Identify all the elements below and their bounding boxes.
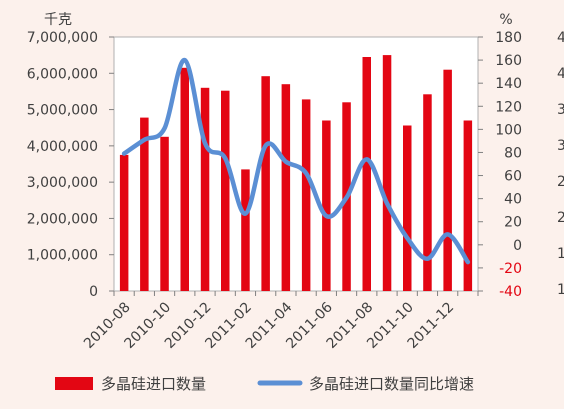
left-tick-label: 0 <box>89 284 98 300</box>
bar-2011-06 <box>322 120 331 291</box>
right-tick-label: 0 <box>513 238 522 254</box>
right-axis-ticks: -40 -20 0 20 40 60 80 100 120 140 160 180 <box>478 30 522 300</box>
bar-2010-12 <box>200 87 210 291</box>
cut-off-tick-label: 2 <box>557 174 564 190</box>
right-tick-label: 180 <box>495 30 522 46</box>
x-axis-ticks: 2010-082010-102010-122011-022011-042011-… <box>81 291 479 352</box>
left-tick-label: 3,000,000 <box>27 175 98 191</box>
bar-2011-11 <box>423 94 432 291</box>
right-tick-label: 20 <box>504 215 522 231</box>
bar-2011-01 <box>221 90 230 291</box>
cut-off-tick-label: 2 <box>557 210 564 226</box>
left-tick-label: 7,000,000 <box>27 30 98 46</box>
bar-2010-08 <box>119 154 129 291</box>
right-tick-label: 60 <box>504 169 522 185</box>
cut-off-tick-label: 4 <box>557 30 564 46</box>
bar-2011-08 <box>362 57 371 291</box>
left-tick-label: 2,000,000 <box>27 211 98 227</box>
legend-line-label: 多晶硅进口数量同比增速 <box>309 375 474 393</box>
bar-2012-01 <box>463 120 473 291</box>
right-axis-unit: % <box>499 12 512 28</box>
right-tick-label: 100 <box>495 122 522 138</box>
bar-2010-10 <box>160 136 169 291</box>
cut-off-tick-label: 4 <box>557 66 564 82</box>
cut-off-tick-label: 1 <box>557 246 564 262</box>
bar-2011-10 <box>403 125 412 291</box>
right-tick-label: 140 <box>495 76 522 92</box>
left-tick-label: 5,000,000 <box>27 103 98 119</box>
cut-off-axis-ticks: 4 4 3 3 2 2 1 1 <box>557 30 564 298</box>
legend-bar-label: 多晶硅进口数量 <box>101 375 206 393</box>
legend: 多晶硅进口数量 多晶硅进口数量同比增速 <box>55 375 474 393</box>
left-tick-label: 4,000,000 <box>27 139 98 155</box>
cut-off-tick-label: 1 <box>557 282 564 298</box>
cut-off-tick-label: 3 <box>557 138 564 154</box>
bar-2010-11 <box>180 67 189 291</box>
legend-bar-swatch <box>55 377 93 390</box>
bar-2011-02 <box>241 169 250 291</box>
line-series <box>121 57 471 265</box>
right-tick-label: 120 <box>495 99 522 115</box>
left-tick-label: 6,000,000 <box>27 66 98 82</box>
left-axis-unit: 千克 <box>44 12 72 28</box>
bar-2011-05 <box>301 99 311 292</box>
left-axis-ticks: 0 1,000,000 2,000,000 3,000,000 4,000,000 5,0… <box>27 30 114 300</box>
cut-off-tick-label: 3 <box>557 102 564 118</box>
bar-2011-03 <box>261 76 270 291</box>
bar-2011-04 <box>281 84 291 291</box>
right-tick-label: -40 <box>499 284 522 300</box>
right-tick-label: -20 <box>499 261 522 277</box>
bar-series <box>119 55 473 292</box>
right-tick-label: 160 <box>495 53 522 69</box>
bar-2011-09 <box>382 55 392 291</box>
right-tick-label: 40 <box>504 192 522 208</box>
bar-2011-12 <box>443 69 452 291</box>
bar-2010-09 <box>140 117 149 291</box>
right-tick-label: 80 <box>504 145 522 161</box>
left-tick-label: 1,000,000 <box>27 248 98 264</box>
